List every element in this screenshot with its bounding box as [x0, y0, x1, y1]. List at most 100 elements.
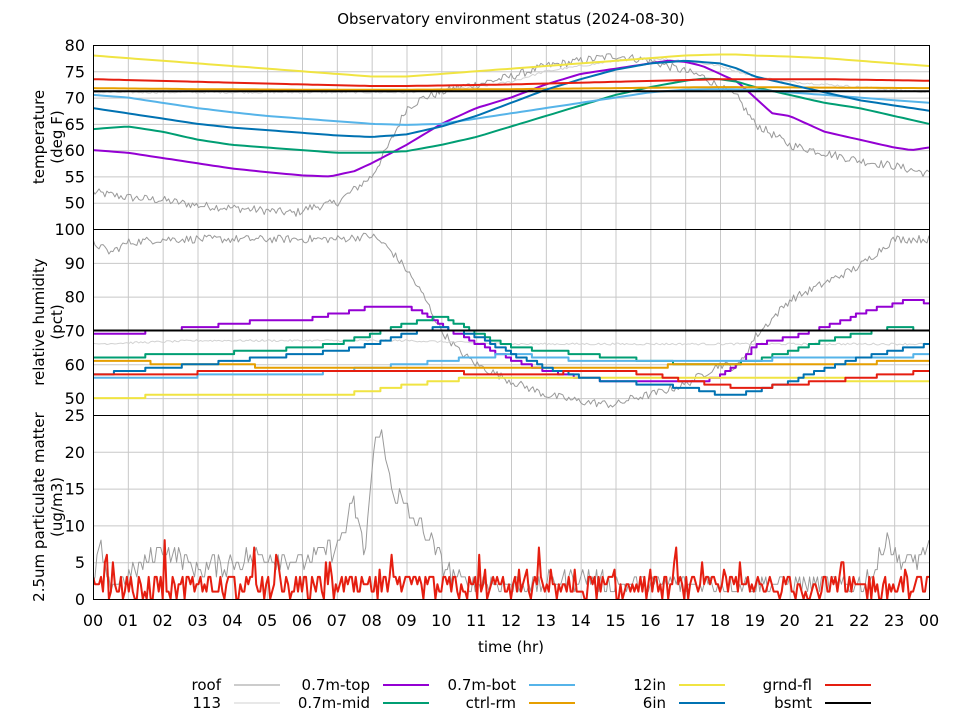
- x-tick-label: 03: [187, 611, 207, 630]
- series-line-113: [93, 57, 929, 94]
- legend-item-12in: 12in: [633, 676, 725, 694]
- y-tick-label: 25: [65, 406, 85, 425]
- x-tick-label: 07: [327, 611, 347, 630]
- x-tick-label: 04: [222, 611, 242, 630]
- legend-label: 12in: [633, 676, 666, 694]
- legend-item-6in: 6in: [643, 694, 725, 712]
- series-line-0.7m-top: [93, 299, 929, 383]
- series-line-0.7m-top: [93, 59, 929, 178]
- y-tick-label: 100: [54, 220, 85, 239]
- legend-label: bsmt: [774, 694, 812, 712]
- grid: [93, 229, 930, 415]
- y-tick-label: 55: [65, 167, 85, 186]
- y-tick-label: 10: [65, 516, 85, 535]
- x-tick-label: 19: [745, 611, 765, 630]
- series-group: [93, 232, 929, 409]
- y-tick-label: 70: [65, 89, 85, 108]
- legend-label: 0.7m-bot: [448, 676, 517, 694]
- grid: [93, 415, 930, 600]
- series-group: [93, 53, 929, 217]
- x-tick-label: 21: [814, 611, 834, 630]
- legend-item-0.7m-mid: 0.7m-mid: [298, 694, 429, 712]
- legend-label: ctrl-rm: [466, 694, 516, 712]
- panel-2: 50 60 70 80 90 100 relative humidity(pct): [30, 220, 930, 416]
- x-tick-label: 00: [919, 611, 939, 630]
- x-tick-label: 06: [292, 611, 312, 630]
- y-tick-label: 0: [75, 590, 85, 609]
- legend-label: roof: [192, 676, 222, 694]
- y-tick-label: 75: [65, 62, 85, 81]
- y-tick-label: 5: [75, 553, 85, 572]
- series-line-0.7m-bot: [93, 88, 929, 126]
- series-line-roof: [93, 232, 929, 409]
- x-tick-label: 22: [849, 611, 869, 630]
- series-line-0.7m-mid: [93, 315, 929, 366]
- legend-item-bsmt: bsmt: [774, 694, 871, 712]
- legend-item-0.7m-top: 0.7m-top: [302, 676, 429, 694]
- legend-label: 6in: [643, 694, 666, 712]
- y-tick-label: 50: [65, 389, 85, 408]
- x-tick-label: 08: [361, 611, 381, 630]
- series-line-grnd-fl: [93, 78, 929, 87]
- y-axis-label: temperature(deg F): [30, 90, 66, 184]
- series-line-12in: [93, 376, 929, 400]
- y-tick-label: 15: [65, 480, 85, 499]
- legend-item-grnd-fl: grnd-fl: [763, 676, 871, 694]
- y-axis-label: relative humidity(pct): [30, 258, 66, 386]
- grid: [93, 45, 930, 229]
- x-tick-label: 17: [675, 611, 695, 630]
- x-tick-label: 13: [536, 611, 556, 630]
- chart-title: Observatory environment status (2024-08-…: [337, 10, 685, 28]
- y-tick-label: 20: [65, 443, 85, 462]
- y-tick-label: 65: [65, 115, 85, 134]
- x-tick-label: 10: [431, 611, 451, 630]
- y-tick-label: 60: [65, 355, 85, 374]
- legend-label: grnd-fl: [763, 676, 812, 694]
- y-tick-label: 80: [65, 288, 85, 307]
- series-line-0.7m-mid: [93, 77, 929, 154]
- x-tick-label: 02: [152, 611, 172, 630]
- legend-item-0.7m-bot: 0.7m-bot: [448, 676, 575, 694]
- x-tick-label: 00: [83, 611, 103, 630]
- series-line-6in: [93, 59, 929, 138]
- series-group: [93, 429, 929, 599]
- y-tick-label: 90: [65, 254, 85, 273]
- series-line-grnd-fl: [93, 539, 929, 599]
- legend-item-113: 113: [192, 694, 280, 712]
- x-axis-label: time (hr): [478, 638, 544, 656]
- series-line-ctrl-rm: [93, 86, 929, 91]
- legend-item-ctrl-rm: ctrl-rm: [466, 694, 575, 712]
- x-tick-label: 16: [640, 611, 660, 630]
- x-tick-label: 23: [884, 611, 904, 630]
- y-tick-label: 60: [65, 141, 85, 160]
- legend-item-roof: roof: [192, 676, 280, 694]
- x-tick-label: 14: [570, 611, 590, 630]
- series-line-0.7m-bot: [93, 353, 929, 379]
- series-line-12in: [93, 53, 929, 78]
- legend-label: 0.7m-top: [302, 676, 370, 694]
- series-line-roof: [93, 53, 929, 217]
- legend-label: 0.7m-mid: [298, 694, 370, 712]
- x-tick-label: 09: [396, 611, 416, 630]
- x-ticks: 00 01 02 03 04 05 06 07 08 09 10 11 12 13 14 15 16 17 18 19…: [83, 611, 939, 630]
- series-line-ctrl-rm: [93, 359, 929, 369]
- plot-frame: [93, 415, 930, 600]
- x-tick-label: 12: [501, 611, 521, 630]
- x-tick-label: 01: [118, 611, 138, 630]
- legend-label: 113: [192, 694, 221, 712]
- y-tick-label: 50: [65, 194, 85, 213]
- x-tick-label: 20: [779, 611, 799, 630]
- y-axis-label: 2.5um particulate matter(ug/m3): [30, 411, 66, 601]
- x-tick-label: 05: [257, 611, 277, 630]
- y-tick-label: 80: [65, 36, 85, 55]
- series-line-6in: [93, 326, 929, 396]
- series-line-grnd-fl: [93, 370, 929, 389]
- x-tick-label: 11: [466, 611, 486, 630]
- panel-1: 50 55 60 65 70 75 80 temperature(deg F): [30, 36, 930, 230]
- y-tick-label: 70: [65, 321, 85, 340]
- x-tick-label: 15: [605, 611, 625, 630]
- panel-3: 0 5 10 15 20 252.5um particulate matter(ug/m3…: [30, 406, 930, 609]
